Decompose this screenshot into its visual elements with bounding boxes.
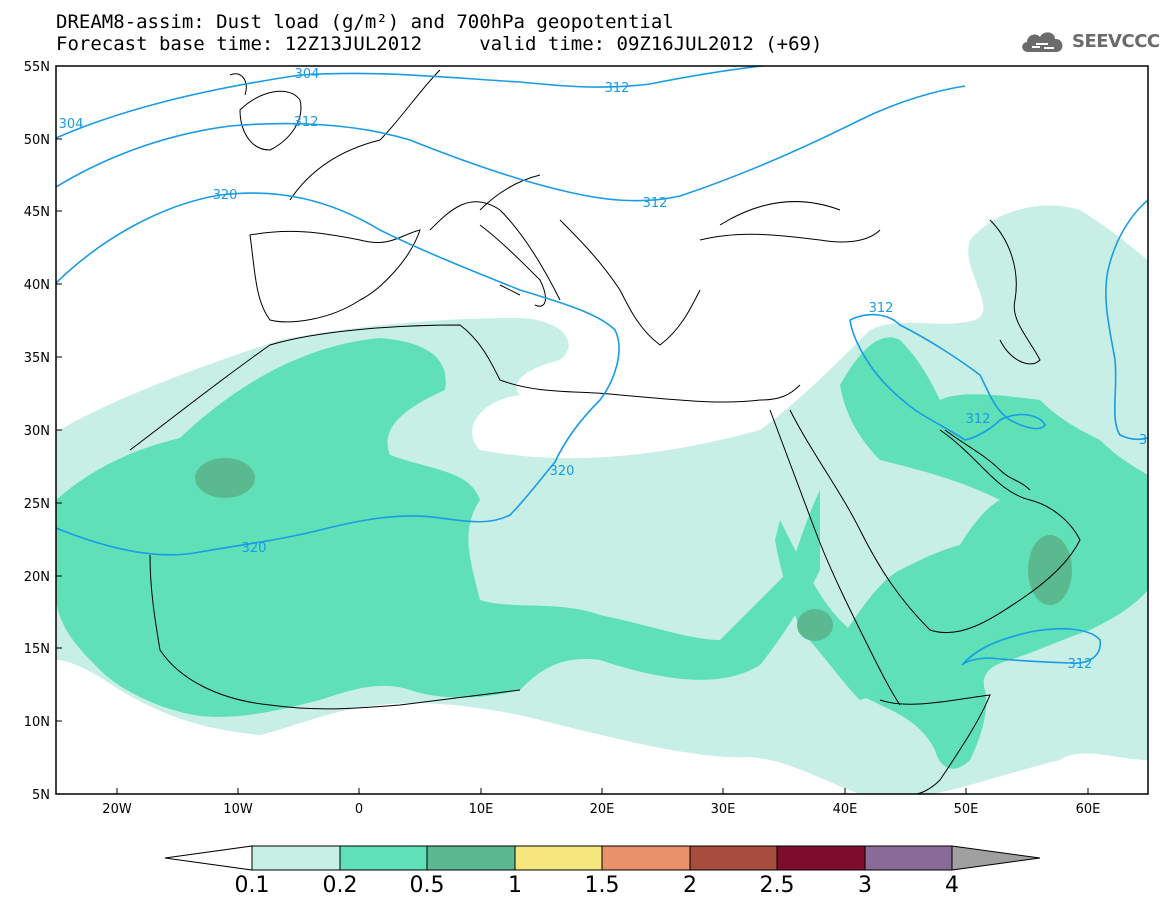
- colorbar-swatch: [339, 845, 428, 871]
- colorbar-swatch: [601, 845, 691, 871]
- coastline-arabia: [929, 429, 1081, 634]
- logo-text: SEEVCCC: [1072, 30, 1160, 52]
- lon-label: 60E: [1076, 802, 1101, 817]
- dust-heavy-spot-western-sahara: [195, 458, 255, 498]
- coastline-france-europe: [289, 69, 561, 301]
- colorbar-swatch: [514, 845, 603, 871]
- contour-label: 312: [869, 301, 894, 316]
- colorbar-label: 0.2: [323, 873, 358, 898]
- longitude-labels: 20W 10W 0 10E 20E 30E 40E 50E 60E: [102, 802, 1100, 817]
- colorbar-high-arrow: [951, 845, 1041, 871]
- contour-312-arabian-sea: [961, 627, 1101, 666]
- coastline-west-africa: [149, 554, 521, 710]
- contour-label: 312: [966, 412, 991, 427]
- lon-label: 10W: [223, 802, 253, 817]
- lon-label: 20E: [590, 802, 615, 817]
- tick-marks: [56, 65, 1089, 795]
- contour-label-group: 304 304 312 312 320 320 320 312 312 312 …: [59, 67, 1148, 672]
- contour-label: 320: [550, 464, 575, 479]
- dust-medium-area-west-africa: [56, 338, 820, 717]
- coastline-caspian: [989, 219, 1041, 365]
- lat-label: 15N: [24, 642, 50, 657]
- lon-label: 50E: [954, 802, 979, 817]
- forecast-time-line: Forecast base time: 12Z13JUL2012 valid t…: [56, 33, 823, 55]
- coastline-red-sea: [769, 409, 931, 706]
- lat-label: 50N: [24, 133, 50, 148]
- colorbar-swatch: [689, 845, 778, 871]
- lon-label: 30E: [711, 802, 736, 817]
- lat-label: 45N: [24, 205, 50, 220]
- coastlines: [129, 69, 1081, 794]
- colorbar: [164, 845, 1041, 871]
- colorbar-label: 1.5: [585, 873, 620, 898]
- contour-label: 3: [1139, 433, 1147, 448]
- lat-label: 55N: [24, 60, 50, 75]
- contour-label: 312: [294, 115, 319, 130]
- colorbar-label: 0.5: [410, 873, 445, 898]
- lat-label: 5N: [32, 788, 50, 803]
- lat-label: 25N: [24, 497, 50, 512]
- coastline-north-africa: [129, 324, 801, 451]
- contour-label: 304: [59, 117, 84, 132]
- colorbar-label: 3: [858, 873, 872, 898]
- lon-label: 10E: [469, 802, 494, 817]
- dust-heavy-spot-oman: [1028, 535, 1072, 605]
- contour-label: 312: [643, 196, 668, 211]
- seevccc-logo: SEEVCCC: [1018, 26, 1160, 56]
- contour-label: 312: [1068, 657, 1093, 672]
- lat-label: 20N: [24, 570, 50, 585]
- dust-shading: [56, 205, 1148, 794]
- colorbar-label: 2: [683, 873, 697, 898]
- dust-heavy-spot-eritrea: [797, 609, 833, 641]
- colorbar-swatch: [776, 845, 866, 871]
- coastline-turkey-black-sea: [699, 201, 881, 243]
- lat-label: 40N: [24, 278, 50, 293]
- cloud-icon: [1022, 32, 1063, 52]
- contour-label: 320: [242, 541, 267, 556]
- colorbar-swatch: [426, 845, 516, 871]
- contour-label: 320: [213, 188, 238, 203]
- colorbar-swatch: [864, 845, 953, 871]
- coastline-balkans-greece: [559, 219, 701, 346]
- contour-label: 312: [605, 81, 630, 96]
- colorbar-label: 1: [508, 873, 522, 898]
- colorbar-label: 0.1: [235, 873, 270, 898]
- map-title: DREAM8-assim: Dust load (g/m²) and 700hP…: [56, 11, 674, 33]
- lat-label: 10N: [24, 715, 50, 730]
- colorbar-label: 4: [945, 873, 959, 898]
- coastline-persian-gulf: [944, 429, 1031, 491]
- latitude-labels: 55N 50N 45N 40N 35N 30N 25N 20N 15N 10N …: [24, 60, 50, 803]
- contour-312-north: [56, 85, 966, 202]
- coastline-horn-somalia: [879, 694, 991, 794]
- contour-east-edge: [1105, 199, 1148, 441]
- lat-label: 35N: [24, 351, 50, 366]
- lon-label: 20W: [102, 802, 132, 817]
- coastline-iberia: [249, 229, 421, 323]
- lon-label: 0: [355, 802, 363, 817]
- dust-medium-area-arabia: [837, 337, 1148, 769]
- colorbar-low-arrow: [164, 845, 253, 871]
- contour-312-east: [849, 313, 1046, 441]
- geopotential-contours: [56, 66, 1148, 666]
- contour-320-west: [56, 192, 620, 556]
- lat-label: 30N: [24, 424, 50, 439]
- dust-medium-area-horn: [775, 520, 890, 700]
- colorbar-label: 2.5: [760, 873, 795, 898]
- contour-304: [56, 66, 769, 139]
- coastline-italy: [479, 224, 546, 307]
- contour-label: 304: [295, 67, 320, 82]
- lon-label: 40E: [833, 802, 858, 817]
- colorbar-labels: 0.1 0.2 0.5 1 1.5 2 2.5 3 4: [235, 873, 960, 898]
- colorbar-swatch: [251, 845, 341, 871]
- coastline-british-isles: [229, 73, 302, 151]
